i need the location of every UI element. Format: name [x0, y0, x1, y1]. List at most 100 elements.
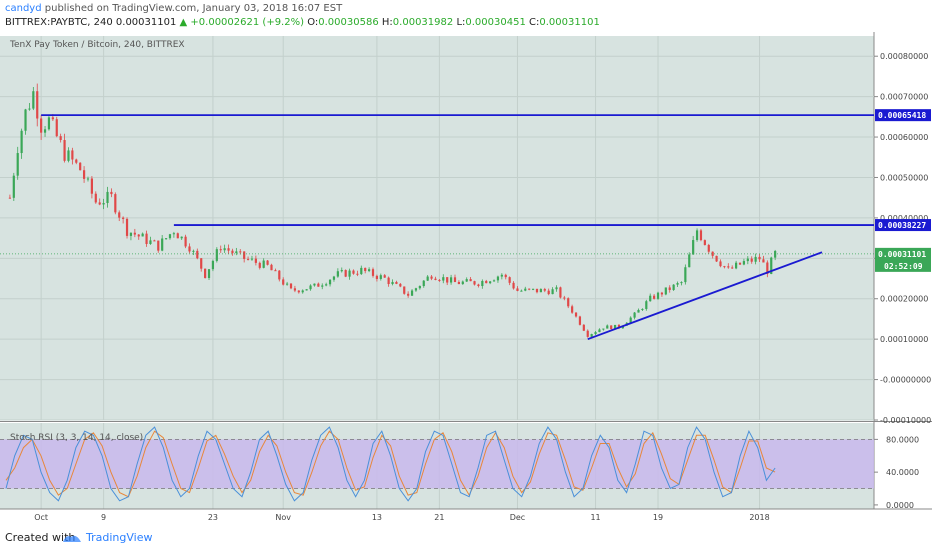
- candle-body: [653, 295, 656, 299]
- candle-body: [328, 279, 332, 285]
- candle-body: [715, 255, 718, 262]
- candle-body: [676, 283, 679, 285]
- candle-body: [664, 287, 667, 295]
- candle-body: [754, 256, 757, 262]
- candle-body: [266, 260, 269, 265]
- candle-body: [461, 281, 464, 285]
- candle-body: [204, 268, 207, 278]
- y-tick-label: 0.00010000: [880, 335, 928, 344]
- candle-body: [270, 264, 273, 271]
- candle-body: [465, 279, 468, 282]
- candle-body: [559, 287, 562, 298]
- candle-body: [613, 324, 617, 330]
- candle-body: [586, 330, 589, 337]
- candle-body: [321, 285, 324, 287]
- candle-body: [528, 288, 531, 290]
- candle-body: [449, 277, 453, 283]
- high-label: H:: [381, 17, 393, 28]
- candle-body: [770, 257, 773, 274]
- candle-body: [742, 261, 746, 265]
- chart-canvas[interactable]: TenX Pay Token / Bitcoin, 240, BITTREX 0…: [0, 32, 932, 525]
- candle-body: [90, 178, 93, 194]
- price-tag-label: 0.00065418: [878, 111, 926, 120]
- candle-body: [473, 281, 476, 285]
- symbol-label: BITTREX:PAYBTC, 240: [5, 17, 113, 28]
- chart-title: TenX Pay Token / Bitcoin, 240, BITTREX: [9, 40, 185, 50]
- candle-body: [172, 233, 175, 235]
- trendline: [587, 251, 823, 341]
- candle-body: [731, 267, 734, 269]
- candle-body: [118, 212, 121, 218]
- candle-body: [504, 274, 507, 278]
- candle-body: [481, 280, 484, 287]
- candle-body: [379, 275, 382, 279]
- stoch-rsi-d-line: [5, 430, 776, 498]
- candle-body: [149, 240, 152, 244]
- candle-body: [578, 316, 582, 325]
- candle-body: [344, 270, 347, 277]
- x-tick-label: 2018: [749, 513, 769, 522]
- x-tick-label: 13: [372, 513, 382, 522]
- low-label: L:: [456, 17, 466, 28]
- y-tick-label: 0.00020000: [880, 295, 928, 304]
- candle-body: [555, 287, 558, 290]
- stoch-rsi-pane[interactable]: 80.0000 40.0000 0.0000: [0, 426, 919, 510]
- candle-body: [641, 308, 644, 310]
- candle-body: [668, 287, 671, 290]
- candle-body: [453, 277, 457, 283]
- price-pane-bg[interactable]: [0, 36, 874, 420]
- high-value: 0.00031982: [392, 17, 454, 28]
- candle-body: [535, 288, 539, 293]
- candle-body: [297, 290, 300, 293]
- y-tick-label: 0.00070000: [880, 93, 928, 102]
- candle-body: [391, 281, 394, 285]
- candle-body: [8, 197, 12, 199]
- candle-body: [82, 170, 86, 179]
- candle-body: [188, 246, 191, 252]
- candle-body: [539, 289, 542, 293]
- tradingview-brand[interactable]: TradingView: [86, 531, 153, 544]
- time-axis[interactable]: Oct 9 23 Nov 13 21 Dec 11 19 2018: [0, 508, 932, 522]
- candle-body: [457, 282, 460, 285]
- candle-body: [192, 250, 195, 252]
- author-link[interactable]: candyd: [5, 3, 42, 14]
- candle-body: [145, 233, 148, 244]
- candle-body: [262, 260, 265, 268]
- candle-body: [12, 175, 15, 198]
- candle-body: [418, 286, 421, 289]
- candle-body: [524, 288, 527, 291]
- candle-body: [157, 240, 160, 251]
- candle-body: [649, 295, 652, 302]
- candle-body: [168, 234, 172, 239]
- x-tick-label: 19: [653, 513, 663, 522]
- x-tick-label: 21: [434, 513, 444, 522]
- candle-body: [239, 251, 242, 253]
- candle-body: [63, 140, 66, 161]
- price-axis[interactable]: 0.00080000 0.00070000 0.00060000 0.00050000…: [874, 52, 931, 425]
- candle-body: [508, 277, 511, 283]
- rsi-tick-label: 40.0000: [886, 468, 919, 477]
- candle-body: [735, 262, 738, 269]
- candle-body: [258, 262, 261, 268]
- candle-body: [313, 283, 316, 286]
- footer: Created with TradingView: [0, 525, 932, 550]
- candle-body: [590, 334, 593, 337]
- candle-body: [215, 249, 218, 261]
- candle-body: [36, 91, 39, 119]
- candles: [8, 83, 777, 339]
- candle-body: [51, 117, 54, 120]
- candle-body: [28, 108, 31, 110]
- candle-body: [161, 238, 164, 251]
- candle-body: [20, 130, 23, 154]
- candle-body: [364, 267, 367, 272]
- candle-body: [102, 203, 105, 205]
- candle-body: [563, 297, 566, 299]
- candle-body: [383, 275, 386, 278]
- candle-body: [766, 262, 769, 274]
- last-price: 0.00031101: [115, 17, 177, 28]
- y-tick-label: -0.00010000: [880, 416, 931, 425]
- candle-body: [695, 230, 699, 241]
- candle-body: [633, 312, 636, 318]
- candle-body: [24, 109, 27, 131]
- y-tick-label: 0.00050000: [880, 173, 928, 182]
